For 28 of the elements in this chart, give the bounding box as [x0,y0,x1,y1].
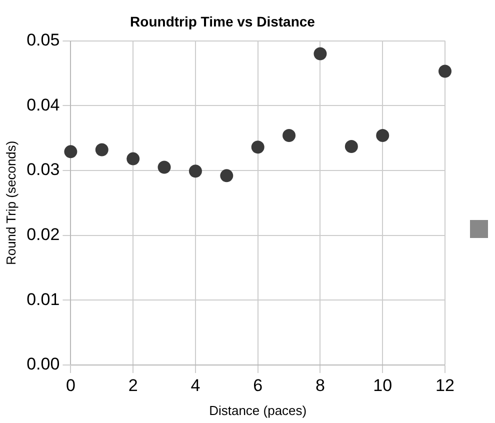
point [282,128,296,142]
y-tick-label: 0.02 [26,225,60,244]
y-tick-label: 0.03 [26,160,60,180]
point [251,140,264,154]
x-tick-label: 12 [436,376,454,395]
point [376,128,390,142]
point [220,169,234,182]
point [188,164,202,178]
x-tick-label: 8 [315,376,325,395]
y-tick-label: 0.04 [26,95,60,114]
point [314,47,327,60]
point [64,145,78,158]
x-tick-label: 6 [253,376,263,395]
y-axis-title: Round Trip (seconds) [3,140,18,266]
x-axis-title: Distance (paces) [209,402,307,418]
x-tick-label: 2 [128,376,138,395]
point [344,140,358,153]
x-tick-label: 4 [190,376,200,395]
point [158,160,171,174]
x-tick-label: 0 [66,376,76,395]
y-tick-label: 0.00 [26,354,60,374]
point [438,64,452,78]
y-tick-label: 0.05 [26,30,60,50]
point [126,152,140,166]
point [95,143,108,156]
y-tick-label: 0.01 [26,290,60,309]
x-tick-label: 10 [373,376,392,395]
chart-title: Roundtrip Time vs Distance [130,13,316,30]
